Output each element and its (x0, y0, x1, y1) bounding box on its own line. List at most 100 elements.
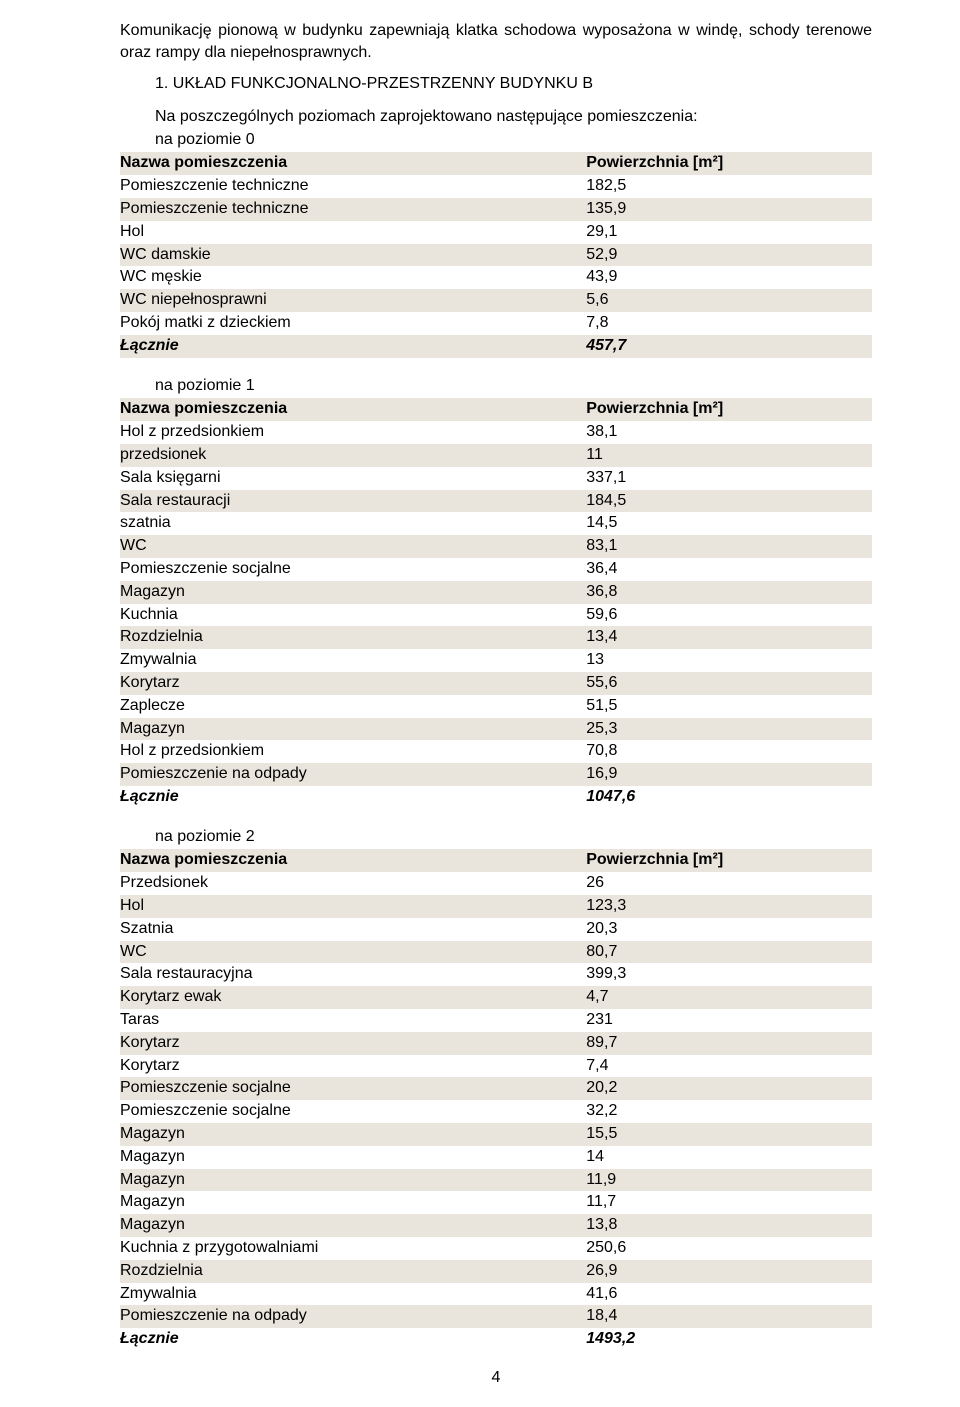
room-area-cell: 7,4 (586, 1055, 872, 1078)
room-area-cell: 36,8 (586, 581, 872, 604)
room-name-cell: Pomieszczenie techniczne (120, 198, 586, 221)
room-area-cell: 250,6 (586, 1237, 872, 1260)
room-name-cell: Korytarz (120, 672, 586, 695)
table-header-row: Nazwa pomieszczeniaPowierzchnia [m²] (120, 398, 872, 421)
table-row: Kuchnia z przygotowalniami250,6 (120, 1237, 872, 1260)
total-label-cell: Łącznie (120, 786, 586, 809)
room-table: Nazwa pomieszczeniaPowierzchnia [m²]Pomi… (120, 152, 872, 357)
table-row: Sala księgarni337,1 (120, 467, 872, 490)
table-row: Szatnia20,3 (120, 918, 872, 941)
room-name-cell: Hol (120, 895, 586, 918)
table-row: Taras231 (120, 1009, 872, 1032)
level-title: na poziomie 0 (120, 130, 872, 151)
table-row: Przedsionek26 (120, 872, 872, 895)
room-name-cell: Magazyn (120, 1169, 586, 1192)
level-group: na poziomie 0Nazwa pomieszczeniaPowierzc… (120, 130, 872, 358)
room-area-cell: 59,6 (586, 604, 872, 627)
room-name-cell: Pomieszczenie socjalne (120, 1077, 586, 1100)
table-row: Rozdzielnia13,4 (120, 626, 872, 649)
room-name-cell: WC (120, 535, 586, 558)
room-name-cell: WC niepełnosprawni (120, 289, 586, 312)
table-row: Hol29,1 (120, 221, 872, 244)
room-name-cell: Taras (120, 1009, 586, 1032)
room-area-cell: 70,8 (586, 740, 872, 763)
table-row: Korytarz89,7 (120, 1032, 872, 1055)
room-area-cell: 11 (586, 444, 872, 467)
room-area-cell: 5,6 (586, 289, 872, 312)
room-area-cell: 14,5 (586, 512, 872, 535)
room-area-cell: 13,4 (586, 626, 872, 649)
room-name-cell: szatnia (120, 512, 586, 535)
table-row: Pomieszczenie socjalne32,2 (120, 1100, 872, 1123)
room-area-cell: 337,1 (586, 467, 872, 490)
room-area-cell: 20,2 (586, 1077, 872, 1100)
room-area-cell: 182,5 (586, 175, 872, 198)
room-name-cell: Magazyn (120, 1123, 586, 1146)
room-name-cell: WC męskie (120, 266, 586, 289)
room-area-cell: 20,3 (586, 918, 872, 941)
header-name-cell: Nazwa pomieszczenia (120, 849, 586, 872)
room-area-cell: 25,3 (586, 718, 872, 741)
room-area-cell: 11,7 (586, 1191, 872, 1214)
table-row: Zmywalnia41,6 (120, 1283, 872, 1306)
room-area-cell: 32,2 (586, 1100, 872, 1123)
header-name-cell: Nazwa pomieszczenia (120, 152, 586, 175)
table-row: Zmywalnia13 (120, 649, 872, 672)
room-area-cell: 231 (586, 1009, 872, 1032)
table-row: Magazyn25,3 (120, 718, 872, 741)
room-name-cell: Magazyn (120, 1214, 586, 1237)
table-row: Sala restauracyjna399,3 (120, 963, 872, 986)
table-row: Hol z przedsionkiem70,8 (120, 740, 872, 763)
room-area-cell: 38,1 (586, 421, 872, 444)
room-area-cell: 399,3 (586, 963, 872, 986)
total-label-cell: Łącznie (120, 335, 586, 358)
room-name-cell: Korytarz ewak (120, 986, 586, 1009)
room-area-cell: 18,4 (586, 1305, 872, 1328)
table-row: Hol z przedsionkiem38,1 (120, 421, 872, 444)
total-value-cell: 1493,2 (586, 1328, 872, 1351)
table-row: Korytarz55,6 (120, 672, 872, 695)
intro-paragraph: Komunikację pionową w budynku zapewniają… (120, 20, 872, 63)
table-row: przedsionek11 (120, 444, 872, 467)
level-title: na poziomie 2 (120, 827, 872, 848)
table-row: Magazyn36,8 (120, 581, 872, 604)
room-name-cell: Magazyn (120, 718, 586, 741)
header-area-cell: Powierzchnia [m²] (586, 398, 872, 421)
room-name-cell: WC damskie (120, 244, 586, 267)
room-area-cell: 13 (586, 649, 872, 672)
table-row: Zaplecze51,5 (120, 695, 872, 718)
room-name-cell: Magazyn (120, 581, 586, 604)
room-area-cell: 26,9 (586, 1260, 872, 1283)
page-number: 4 (120, 1369, 872, 1387)
header-name-cell: Nazwa pomieszczenia (120, 398, 586, 421)
table-row: WC męskie43,9 (120, 266, 872, 289)
room-area-cell: 123,3 (586, 895, 872, 918)
room-area-cell: 4,7 (586, 986, 872, 1009)
room-name-cell: Przedsionek (120, 872, 586, 895)
room-area-cell: 7,8 (586, 312, 872, 335)
room-name-cell: Sala restauracji (120, 490, 586, 513)
header-area-cell: Powierzchnia [m²] (586, 849, 872, 872)
table-row: WC damskie52,9 (120, 244, 872, 267)
table-row: Sala restauracji184,5 (120, 490, 872, 513)
table-row: Magazyn11,7 (120, 1191, 872, 1214)
table-row: WC niepełnosprawni5,6 (120, 289, 872, 312)
room-area-cell: 29,1 (586, 221, 872, 244)
room-area-cell: 11,9 (586, 1169, 872, 1192)
room-name-cell: Szatnia (120, 918, 586, 941)
room-area-cell: 80,7 (586, 941, 872, 964)
room-name-cell: Hol z przedsionkiem (120, 740, 586, 763)
room-area-cell: 135,9 (586, 198, 872, 221)
table-row: WC83,1 (120, 535, 872, 558)
room-area-cell: 41,6 (586, 1283, 872, 1306)
room-area-cell: 36,4 (586, 558, 872, 581)
section-sub: Na poszczególnych poziomach zaprojektowa… (120, 107, 872, 128)
table-row: Pomieszczenie na odpady18,4 (120, 1305, 872, 1328)
room-name-cell: Kuchnia (120, 604, 586, 627)
table-row: Magazyn13,8 (120, 1214, 872, 1237)
room-area-cell: 51,5 (586, 695, 872, 718)
table-total-row: Łącznie1047,6 (120, 786, 872, 809)
table-total-row: Łącznie457,7 (120, 335, 872, 358)
room-name-cell: Magazyn (120, 1146, 586, 1169)
room-name-cell: Kuchnia z przygotowalniami (120, 1237, 586, 1260)
